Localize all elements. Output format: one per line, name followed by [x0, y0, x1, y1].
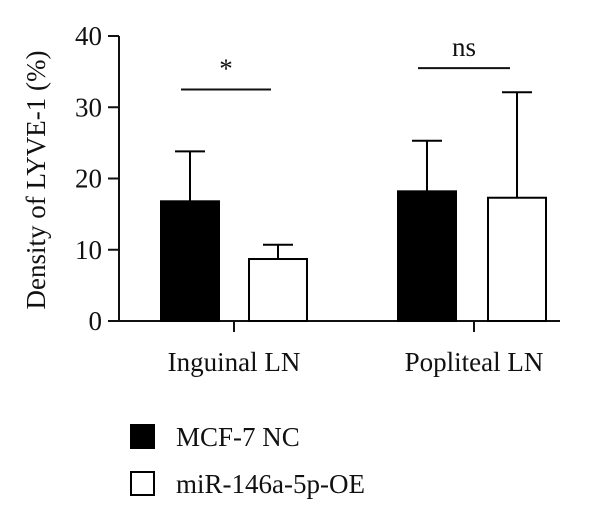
- y-tick-label: 10: [75, 235, 102, 265]
- legend-label: MCF-7 NC: [176, 422, 300, 452]
- x-axis: Inguinal LN Popliteal LN: [119, 320, 560, 377]
- bars: [160, 190, 547, 323]
- bar: [397, 190, 457, 322]
- y-axis: 0 10 20 30 40: [75, 21, 120, 336]
- legend: MCF-7 NC miR-146a-5p-OE: [130, 422, 365, 499]
- y-tick-label: 30: [75, 92, 102, 122]
- bar: [160, 200, 220, 322]
- significance-label: ns: [452, 32, 476, 62]
- bar: [248, 258, 308, 323]
- significance-annotations: * ns: [181, 32, 510, 91]
- y-tick-label: 0: [89, 306, 103, 336]
- bar: [487, 196, 547, 322]
- legend-label: miR-146a-5p-OE: [176, 469, 365, 499]
- x-tick-label: Inguinal LN: [168, 347, 301, 377]
- legend-swatch: [130, 471, 155, 496]
- significance-label: *: [219, 53, 233, 83]
- x-tick-label: Popliteal LN: [405, 347, 544, 377]
- error-bars: [175, 91, 532, 260]
- y-axis-label: Density of LYVE-1 (%): [21, 51, 51, 310]
- legend-swatch: [130, 424, 155, 449]
- y-tick-label: 20: [75, 164, 102, 194]
- y-tick-label: 40: [75, 21, 102, 51]
